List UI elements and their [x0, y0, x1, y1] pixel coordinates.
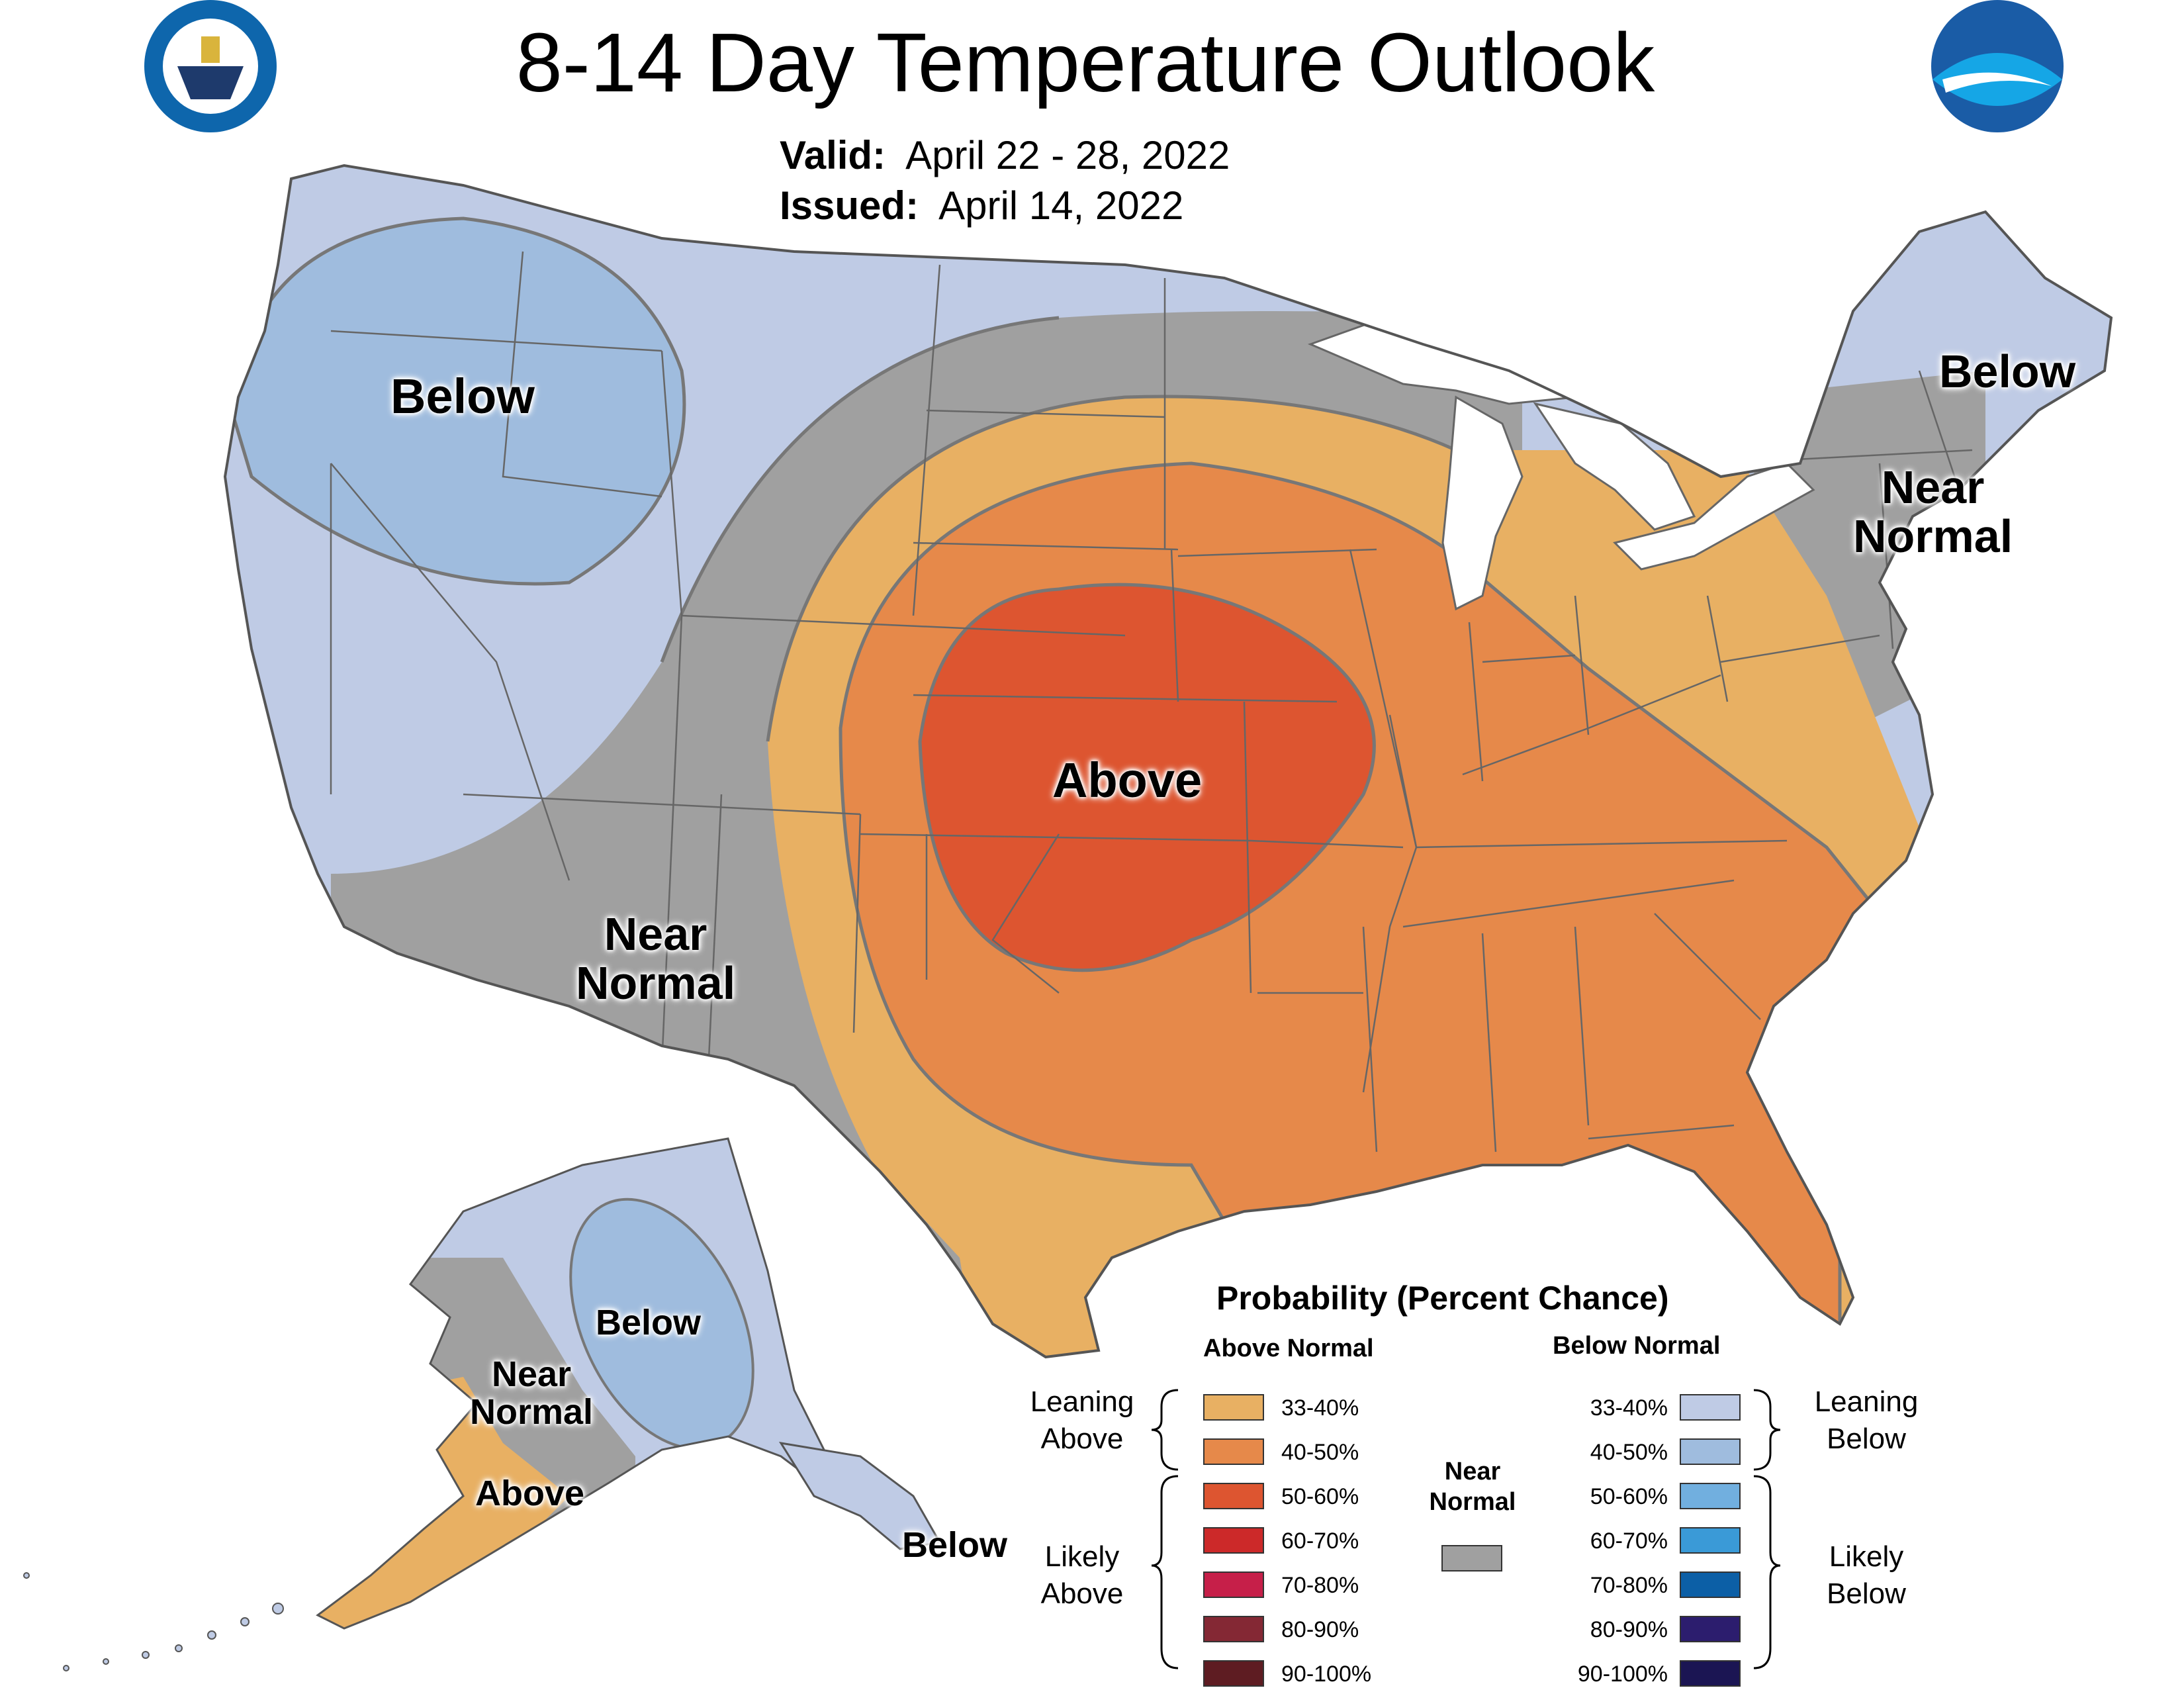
legend-likely-below-2: Below	[1827, 1577, 1906, 1610]
label-ne-normal: Normal	[1853, 510, 2013, 562]
legend-above-swatch	[1203, 1394, 1264, 1421]
legend-title: Probability (Percent Chance)	[1216, 1280, 1669, 1317]
legend-below-label: 90-100%	[1577, 1662, 1668, 1687]
legend-likely-above-1: Likely	[1044, 1540, 1120, 1573]
label-ak-near-normal: Near Normal	[470, 1356, 593, 1430]
label-se-ak-below: Below	[902, 1525, 1008, 1565]
legend-above-swatch	[1203, 1660, 1264, 1687]
commerce-seal	[144, 0, 277, 132]
label-sw-near-normal: Near Normal	[576, 910, 735, 1008]
legend-above-label: 70-80%	[1281, 1573, 1359, 1598]
issued-value: April 14, 2022	[938, 183, 1184, 228]
legend-likely-below: Likely Below	[1800, 1538, 1933, 1613]
legend-below-label: 40-50%	[1590, 1440, 1668, 1465]
aleutian-islands	[23, 1572, 284, 1671]
legend-leaning-below: Leaning Below	[1800, 1383, 1933, 1458]
legend-below-swatch	[1680, 1616, 1741, 1642]
legend-above-heading: Above Normal	[1203, 1335, 1374, 1362]
issued-line: Issued: April 14, 2022	[780, 183, 1183, 229]
label-central-above: Above	[1052, 753, 1203, 808]
legend-leaning-above-2: Above	[1040, 1423, 1124, 1455]
legend-near-normal-swatch	[1441, 1545, 1502, 1571]
legend-below-swatch	[1680, 1394, 1741, 1421]
legend-leaning-below-2: Below	[1827, 1423, 1906, 1455]
legend-above-swatch	[1203, 1527, 1264, 1554]
legend-below-swatch	[1680, 1438, 1741, 1465]
legend-likely-above-2: Above	[1040, 1577, 1124, 1610]
legend-above-label: 50-60%	[1281, 1484, 1359, 1509]
legend-above-swatch	[1203, 1438, 1264, 1465]
label-ne-near: Near	[1881, 461, 1985, 513]
legend-leaning-above-1: Leaning	[1030, 1385, 1134, 1418]
alaska-map	[318, 1139, 887, 1628]
legend-below-label: 60-70%	[1590, 1528, 1668, 1554]
valid-line: Valid: April 22 - 28, 2022	[780, 132, 1230, 179]
legend-above-label: 40-50%	[1281, 1440, 1359, 1465]
legend-above-swatch	[1203, 1616, 1264, 1642]
legend-above-label: 90-100%	[1281, 1662, 1372, 1687]
legend-braces-above	[1151, 1389, 1179, 1669]
legend-near-1: Near	[1444, 1458, 1501, 1485]
noaa-logo	[1931, 0, 2064, 132]
label-ak-near: Near	[491, 1354, 572, 1394]
legend-above-label: 33-40%	[1281, 1395, 1359, 1421]
label-sw-normal: Normal	[576, 957, 736, 1009]
legend-likely-below-1: Likely	[1829, 1540, 1904, 1573]
issued-label: Issued:	[780, 183, 919, 228]
legend-below-swatch	[1680, 1483, 1741, 1509]
below-40-region-northwest	[230, 216, 686, 586]
legend-leaning-below-1: Leaning	[1814, 1385, 1919, 1418]
legend-near-normal-heading: Near Normal	[1423, 1456, 1522, 1517]
legend-below-label: 80-90%	[1590, 1617, 1668, 1642]
label-ne-below: Below	[1939, 346, 2076, 397]
legend-near-2: Normal	[1429, 1488, 1516, 1516]
state-boundaries	[330, 251, 1973, 1152]
label-ne-near-normal: Near Normal	[1853, 463, 2013, 561]
legend-below-swatch	[1680, 1527, 1741, 1554]
legend-leaning-above: Leaning Above	[1019, 1383, 1145, 1458]
legend-below-heading: Below Normal	[1553, 1332, 1721, 1360]
legend-below-swatch	[1680, 1571, 1741, 1598]
label-ak-above: Above	[475, 1474, 585, 1513]
label-ak-below: Below	[596, 1303, 702, 1342]
conus-outline	[223, 164, 2113, 1359]
legend-above-swatch	[1203, 1483, 1264, 1509]
legend-below-label: 33-40%	[1590, 1395, 1668, 1421]
legend-likely-above: Likely Above	[1019, 1538, 1145, 1613]
label-nw-below: Below	[390, 369, 535, 424]
alaska-outline	[316, 1137, 889, 1630]
label-sw-near: Near	[604, 908, 707, 960]
valid-value: April 22 - 28, 2022	[905, 133, 1230, 177]
legend-above-label: 80-90%	[1281, 1617, 1359, 1642]
page-title: 8-14 Day Temperature Outlook	[516, 16, 1655, 109]
legend-below-swatch	[1680, 1660, 1741, 1687]
se-alaska-panhandle	[778, 1441, 942, 1550]
legend-braces-below	[1753, 1389, 1781, 1669]
valid-label: Valid:	[780, 133, 886, 177]
label-ak-normal: Normal	[470, 1391, 594, 1432]
legend-above-label: 60-70%	[1281, 1528, 1359, 1554]
ak-leaning-below-region	[318, 1139, 887, 1628]
legend-below-label: 70-80%	[1590, 1573, 1668, 1598]
legend-above-swatch	[1203, 1571, 1264, 1598]
legend-below-label: 50-60%	[1590, 1484, 1668, 1509]
